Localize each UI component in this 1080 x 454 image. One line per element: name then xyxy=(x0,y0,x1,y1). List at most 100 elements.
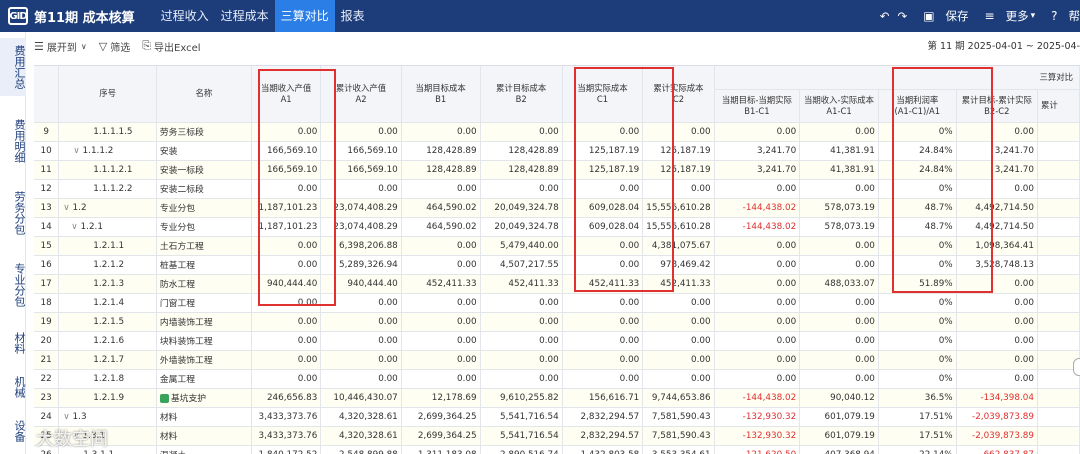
cell-a1: 0.00 xyxy=(251,236,322,256)
row-index: 16 xyxy=(34,255,60,275)
sidebar-item-material[interactable]: 材料 xyxy=(13,332,26,354)
table-row[interactable]: 11 1.1.1.2.1 安装一标段 166,569.10 166,569.10 128,… xyxy=(34,160,1080,180)
table-row[interactable]: 17 1.2.1.3 防水工程 940,444.40 940,444.40 452,411… xyxy=(34,274,1080,294)
table-row[interactable]: 22 1.2.1.8 金属工程 0.00 0.00 0.00 0.00 0.00 0.00 0.0… xyxy=(34,369,1080,389)
header-rate[interactable]: 当期利润率 (A1-C1)/A1 xyxy=(878,89,957,123)
header-c1-code: C1 xyxy=(596,93,609,104)
period-range: 第 11 期 2025-04-01 ~ 2025-04- xyxy=(927,41,1080,52)
cell-b1c1: -144,438.02 xyxy=(714,388,801,408)
table-row[interactable]: 9 1.1.1.1.5 劳务三标段 0.00 0.00 0.00 0.00 0.00 0.00 0… xyxy=(34,122,1080,142)
table-row[interactable]: 23 1.2.1.9 基坑支护 246,656.83 10,446,430.07 12,1… xyxy=(34,388,1080,408)
header-b2[interactable]: 累计目标成本 B2 xyxy=(480,66,563,123)
help-button[interactable]: ? 帮 xyxy=(1043,8,1080,24)
tag-icon xyxy=(159,394,169,403)
header-extra[interactable]: 累计 xyxy=(1037,89,1080,123)
header-b1[interactable]: 当期目标成本 B1 xyxy=(401,66,481,123)
chevron-down-icon[interactable]: ∨ xyxy=(73,430,83,441)
cell-c1: 0.00 xyxy=(562,350,644,370)
tab-report[interactable]: 报表 xyxy=(340,9,365,23)
name-label: 块料装饰工程 xyxy=(159,337,213,347)
cell-extra xyxy=(1037,122,1080,142)
table-row[interactable]: 18 1.2.1.4 门窗工程 0.00 0.00 0.00 0.00 0.00 0.00 0.0… xyxy=(34,293,1080,313)
more-button[interactable]: ≡ 更多 ▾ xyxy=(977,8,1036,24)
header-a1[interactable]: 当期收入产值 A1 xyxy=(251,66,322,123)
sidebar-item-labor-sub[interactable]: 劳务分包 xyxy=(13,191,26,235)
table-row[interactable]: 16 1.2.1.2 桩基工程 0.00 5,289,326.94 0.00 4,507,2… xyxy=(34,255,1080,275)
table-row[interactable]: 13 ∨ 1.2 专业分包 1,187,101.23 23,074,408.29 464,… xyxy=(34,198,1080,218)
cell-c2: 3,553,354.61 xyxy=(642,445,715,454)
table-row[interactable]: 14 ∨ 1.2.1 专业分包 1,187,101.23 23,074,408.29 46… xyxy=(34,217,1080,237)
header-a1c1[interactable]: 当期收入-实际成本 A1-C1 xyxy=(799,89,879,123)
row-index: 24 xyxy=(34,407,60,427)
cell-a2: 2,548,899.88 xyxy=(320,445,402,454)
toolbar: ☰ 展开到 ∨ ▽ 筛选 ⎘ 导出Excel xyxy=(26,36,1080,56)
table-row[interactable]: 15 1.2.1.1 土石方工程 0.00 6,398,206.88 0.00 5,479,… xyxy=(34,236,1080,256)
table-row[interactable]: 10 ∨ 1.1.1.2 安装 166,569.10 166,569.10 128,428… xyxy=(34,141,1080,161)
sidebar-item-cost-detail[interactable]: 费用明细 xyxy=(13,119,26,163)
seq-label: 1.2.1.6 xyxy=(93,335,125,346)
header-c1[interactable]: 当期实际成本 C1 xyxy=(562,66,644,123)
redo-icon[interactable]: ↷ xyxy=(897,9,908,23)
cell-b2c2: 3,241.70 xyxy=(956,160,1038,180)
seq-label: 1.2.1.8 xyxy=(93,373,125,384)
sidebar-item-machine[interactable]: 机械 xyxy=(13,376,26,398)
chevron-down-icon[interactable]: ∨ xyxy=(63,411,73,422)
cell-seq: 1.2.1.1 xyxy=(58,236,157,256)
chevron-down-icon[interactable]: ∨ xyxy=(71,221,81,232)
cell-rate: 17.51% xyxy=(878,407,957,427)
table-row[interactable]: 21 1.2.1.7 外墙装饰工程 0.00 0.00 0.00 0.00 0.00 0.00 0… xyxy=(34,350,1080,370)
sidebar-item-pro-sub[interactable]: 专业分包 xyxy=(13,263,26,307)
chevron-down-icon[interactable]: ∨ xyxy=(73,145,83,156)
header-c2[interactable]: 累计实际成本 C2 xyxy=(642,66,715,123)
indent-icon: ☰ xyxy=(34,39,44,53)
name-label: 专业分包 xyxy=(159,204,196,214)
cell-c2: 0.00 xyxy=(642,312,715,332)
tab-three-calc[interactable]: 三算对比 xyxy=(274,0,335,32)
tab-process-income[interactable]: 过程收入 xyxy=(160,9,209,23)
cell-b2: 0.00 xyxy=(480,122,563,142)
cell-seq: ∨ 1.3.1 xyxy=(58,426,157,446)
export-excel-button[interactable]: ⎘ 导出Excel xyxy=(142,39,200,54)
header-b2c2[interactable]: 累计目标-累计实际 B2-C2 xyxy=(956,89,1038,123)
name-label: 材料 xyxy=(159,432,178,442)
header-seq[interactable]: 序号 xyxy=(58,66,157,123)
cell-seq: 1.2.1.9 xyxy=(58,388,157,408)
cell-c1: 2,832,294.57 xyxy=(562,407,644,427)
cell-a1c1: 488,033.07 xyxy=(799,274,879,294)
filter-icon: ▽ xyxy=(98,39,108,53)
seq-label: 1.3.1.1 xyxy=(83,450,114,454)
filter-button[interactable]: ▽ 筛选 xyxy=(99,39,130,54)
table-row[interactable]: 12 1.1.1.2.2 安装二标段 0.00 0.00 0.00 0.00 0.00 0.00… xyxy=(34,179,1080,199)
cell-name: 安装二标段 xyxy=(156,179,252,199)
cell-a1c1: 90,040.12 xyxy=(799,388,879,408)
undo-icon[interactable]: ↶ xyxy=(879,9,890,23)
cell-a2: 4,320,328.61 xyxy=(320,407,402,427)
save-button[interactable]: ▣ 保存 xyxy=(915,8,968,24)
header-a2[interactable]: 累计收入产值 A2 xyxy=(320,66,402,123)
cell-a2: 4,320,328.61 xyxy=(320,426,402,446)
table-row[interactable]: 24 ∨ 1.3 材料 3,433,373.76 4,320,328.61 2,699,3… xyxy=(34,407,1080,427)
table-row[interactable]: 20 1.2.1.6 块料装饰工程 0.00 0.00 0.00 0.00 0.00 0.00 0… xyxy=(34,331,1080,351)
scroll-handle[interactable] xyxy=(1073,358,1080,376)
header-b2c2-title: 累计目标-累计实际 xyxy=(961,94,1032,105)
sidebar-item-equipment[interactable]: 设备 xyxy=(13,420,26,442)
chevron-down-icon[interactable]: ∨ xyxy=(63,202,73,213)
comparison-table: 序号 名称 当期收入产值 A1 累计收入产值 A2 当期目标成本 B1 累计目标成本 B… xyxy=(34,66,1080,454)
cell-c2: 4,381,075.67 xyxy=(642,236,715,256)
table-row[interactable]: 25 ∨ 1.3.1 材料 3,433,373.76 4,320,328.61 2,699… xyxy=(34,426,1080,446)
expand-to-button[interactable]: ☰ 展开到 ∨ xyxy=(34,39,87,54)
table-row[interactable]: 26 1.3.1.1 混凝土 1,840,172.522,548,899.881,31… xyxy=(34,445,1080,454)
cell-b1c1: 0.00 xyxy=(714,331,801,351)
cell-a2: 0.00 xyxy=(320,179,402,199)
tab-process-cost[interactable]: 过程成本 xyxy=(220,9,269,23)
cell-seq: 1.2.1.8 xyxy=(58,369,157,389)
cell-b1: 0.00 xyxy=(401,179,481,199)
expand-to-label: 展开到 xyxy=(46,42,77,54)
header-b1c1[interactable]: 当期目标-当期实际 B1-C1 xyxy=(714,89,801,123)
cell-b1: 0.00 xyxy=(401,293,481,313)
cell-a1: 0.00 xyxy=(251,122,322,142)
header-name[interactable]: 名称 xyxy=(156,66,252,123)
table-row[interactable]: 19 1.2.1.5 内墙装饰工程 0.00 0.00 0.00 0.00 0.00 0.00 0… xyxy=(34,312,1080,332)
cell-name: 防水工程 xyxy=(156,274,252,294)
sidebar-item-cost-summary[interactable]: 费用汇总 xyxy=(0,38,26,96)
